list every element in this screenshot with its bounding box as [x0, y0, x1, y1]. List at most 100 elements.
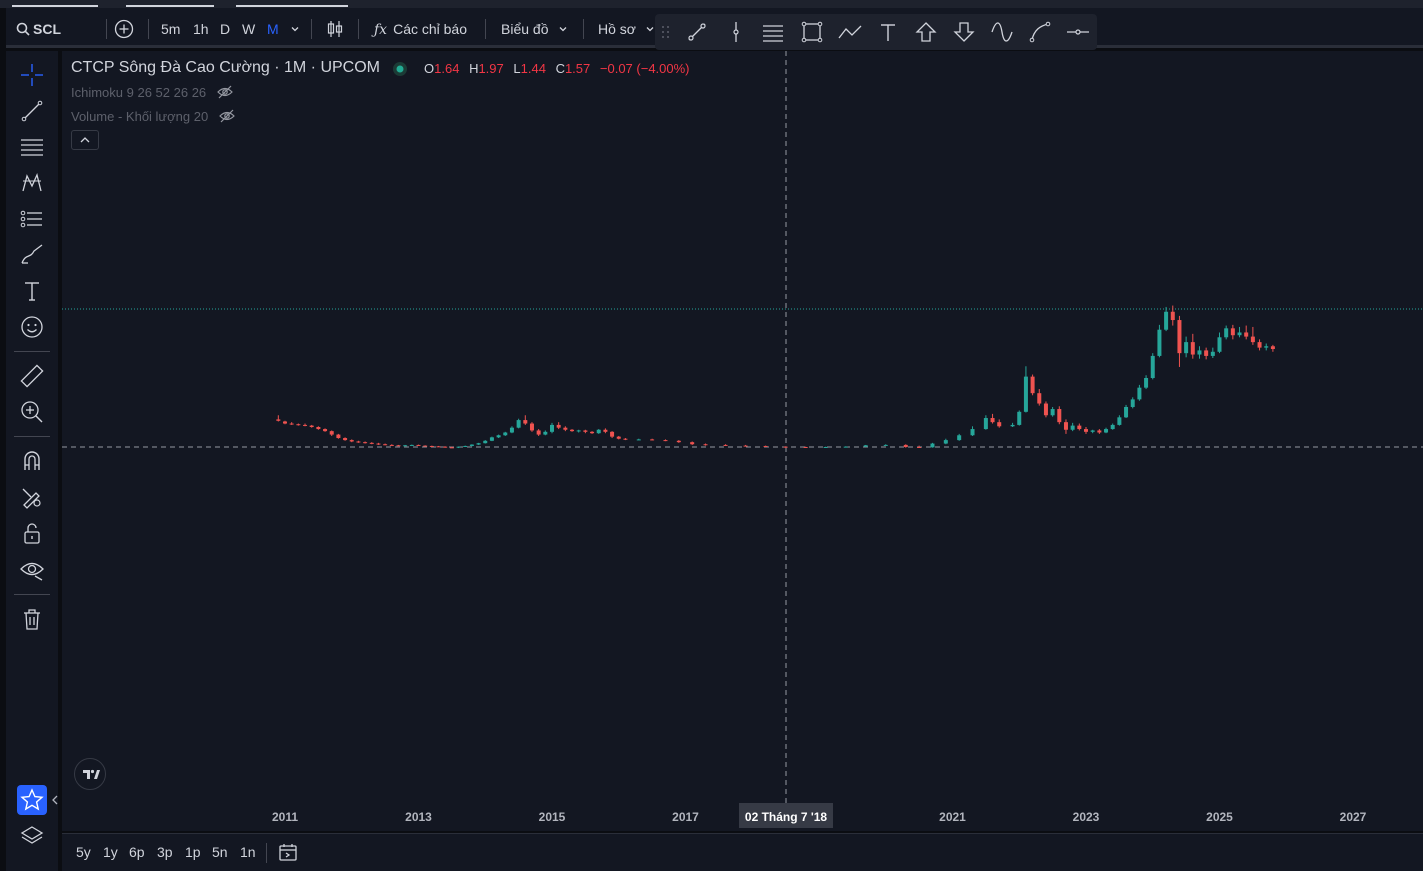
- compare-button[interactable]: [114, 8, 134, 48]
- date-range-icon[interactable]: [277, 841, 299, 863]
- vertical-line-icon[interactable]: [722, 18, 750, 46]
- sine-wave-icon[interactable]: [988, 18, 1016, 46]
- candle-body: [1063, 422, 1068, 430]
- candle-body: [1137, 387, 1142, 400]
- candle-body: [1164, 311, 1169, 330]
- drag-handle-icon[interactable]: [659, 18, 673, 46]
- range-1n[interactable]: 1n: [240, 844, 256, 860]
- candle-body: [636, 439, 641, 441]
- interval-w[interactable]: W: [242, 21, 256, 37]
- candle-body: [509, 427, 514, 433]
- ichimoku-legend[interactable]: Ichimoku 9 26 52 26 26: [71, 85, 234, 100]
- collapse-legend-button[interactable]: [71, 130, 99, 150]
- magnet-icon[interactable]: [18, 447, 46, 475]
- symbol-search[interactable]: SCL: [16, 8, 61, 48]
- parallel-channel-icon[interactable]: [759, 18, 787, 46]
- layers-icon[interactable]: [18, 822, 46, 850]
- curve-icon[interactable]: [1026, 18, 1054, 46]
- chart-menu-label: Biểu đồ: [501, 21, 549, 37]
- chart-type-button[interactable]: [325, 8, 345, 48]
- collapse-chevron-icon[interactable]: [51, 794, 59, 806]
- candle-body: [356, 441, 361, 443]
- text-icon[interactable]: [874, 18, 902, 46]
- volume-legend[interactable]: Volume - Khối lượng 20: [71, 109, 236, 124]
- candle-body: [429, 445, 434, 447]
- chart-pane[interactable]: 2011 2013 2015 2017 2021 2023 2025 2027 02 Thán…: [62, 51, 1423, 831]
- candle-body: [556, 424, 561, 428]
- stay-in-drawing-icon[interactable]: [18, 483, 46, 511]
- indicators-label: Các chỉ báo: [393, 21, 468, 37]
- candle-body: [489, 437, 494, 441]
- range-5y[interactable]: 5y: [76, 844, 91, 860]
- tradingview-logo-icon: [83, 769, 100, 779]
- candle-body: [1037, 393, 1042, 404]
- chevron-down-icon: [646, 27, 654, 32]
- candle-body: [970, 429, 975, 436]
- candle-body: [383, 444, 388, 446]
- forecast-icon[interactable]: [18, 205, 46, 233]
- arrow-up-icon[interactable]: [912, 18, 940, 46]
- candles-group: [276, 305, 1275, 449]
- brush-icon[interactable]: [18, 241, 46, 269]
- trend-line-icon[interactable]: [683, 18, 711, 46]
- lock-icon[interactable]: [18, 519, 46, 547]
- interval-m-active[interactable]: M: [267, 21, 279, 37]
- tradingview-logo[interactable]: [74, 758, 106, 790]
- horizontal-ray-icon[interactable]: [1064, 18, 1092, 46]
- candle-body: [1104, 429, 1109, 433]
- range-3p[interactable]: 3p: [157, 844, 173, 860]
- interval-5m[interactable]: 5m: [161, 21, 181, 37]
- interval-1h[interactable]: 1h: [193, 21, 209, 37]
- favorites-button[interactable]: [17, 785, 47, 815]
- interval-d[interactable]: D: [220, 21, 231, 37]
- trash-icon[interactable]: [18, 605, 46, 633]
- candle-body: [329, 431, 334, 435]
- pattern-icon[interactable]: [18, 169, 46, 197]
- candle-body: [283, 421, 287, 424]
- eye-hidden-icon[interactable]: [216, 85, 234, 99]
- crosshair-icon[interactable]: [18, 61, 46, 89]
- range-5n[interactable]: 5n: [212, 844, 228, 860]
- tab-1[interactable]: [12, 0, 98, 7]
- eye-hidden-icon[interactable]: [218, 109, 236, 123]
- range-1p[interactable]: 1p: [185, 844, 201, 860]
- chart-menu-button[interactable]: Biểu đồ: [501, 8, 568, 48]
- candle-body: [516, 420, 521, 428]
- legend-title[interactable]: CTCP Sông Đà Cao Cường · 1M · UPCOM: [71, 59, 380, 76]
- candle-body: [463, 445, 468, 447]
- emoji-icon[interactable]: [18, 313, 46, 341]
- price-chart-svg[interactable]: 2011 2013 2015 2017 2021 2023 2025 2027 02 Thán…: [62, 51, 1423, 831]
- market-status-icon[interactable]: [391, 60, 409, 78]
- range-6p[interactable]: 6p: [129, 844, 145, 860]
- profile-label: Hồ sơ: [598, 21, 636, 37]
- text-tool-icon[interactable]: [18, 277, 46, 305]
- range-1y[interactable]: 1y: [103, 844, 118, 860]
- fib-retracement-icon[interactable]: [18, 133, 46, 161]
- trend-line-tool-icon[interactable]: [18, 97, 46, 125]
- candle-body: [1257, 342, 1262, 348]
- candle-body: [369, 442, 374, 444]
- fx-icon: ƒx: [374, 22, 388, 38]
- rectangle-icon[interactable]: [798, 18, 826, 46]
- candle-body: [590, 431, 595, 434]
- indicators-button[interactable]: ƒx Các chỉ báo: [374, 8, 467, 48]
- eye-icon[interactable]: [18, 555, 46, 583]
- tab-2[interactable]: [126, 0, 214, 7]
- candle-body: [623, 438, 628, 440]
- candle-body: [917, 447, 922, 448]
- candle-body: [316, 426, 321, 430]
- candle-body: [783, 446, 788, 448]
- tab-3-active[interactable]: [236, 0, 348, 7]
- interval-dropdown[interactable]: [290, 8, 300, 48]
- arrow-down-icon[interactable]: [950, 18, 978, 46]
- zoom-in-icon[interactable]: [18, 398, 46, 426]
- candle-body: [469, 444, 474, 446]
- candle-body: [1097, 430, 1102, 433]
- ruler-icon[interactable]: [18, 362, 46, 390]
- path-icon[interactable]: [836, 18, 864, 46]
- candle-body: [396, 445, 401, 447]
- tab-strip: [0, 0, 1423, 8]
- profile-button[interactable]: Hồ sơ: [598, 8, 655, 48]
- candle-body: [1237, 332, 1242, 336]
- symbol-label: SCL: [33, 21, 61, 37]
